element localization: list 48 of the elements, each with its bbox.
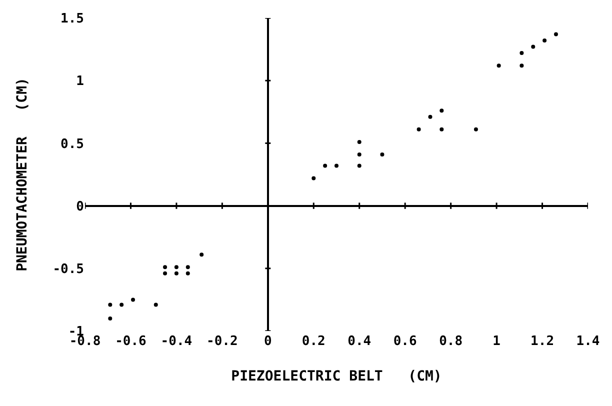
point	[174, 271, 178, 276]
x-tick-label: 0.2	[302, 334, 326, 349]
point	[380, 152, 384, 156]
point	[416, 127, 421, 132]
point	[154, 302, 158, 307]
point	[496, 64, 501, 68]
point	[520, 51, 524, 56]
point	[334, 164, 338, 168]
point	[554, 32, 558, 36]
point	[174, 265, 178, 270]
y-tick-label: 0.5	[60, 136, 84, 152]
x-tick-label: -0.2	[206, 334, 238, 349]
x-tick-label: -0.6	[115, 334, 147, 349]
y-tick-label: 1	[76, 74, 84, 90]
point	[531, 44, 536, 49]
x-tick-label: 1.2	[530, 334, 554, 349]
x-tick-label: 0.8	[439, 334, 463, 349]
point	[323, 164, 328, 168]
point	[357, 152, 362, 156]
point	[186, 271, 190, 276]
point	[200, 252, 204, 257]
x-tick-label: 0.4	[348, 334, 372, 349]
x-axis-title: PIEZOELECTRIC BELT (CM)	[231, 368, 442, 384]
point	[312, 176, 316, 180]
x-tick-label: 1.4	[576, 334, 600, 349]
point	[120, 302, 124, 307]
x-tick-label: 1	[492, 334, 501, 349]
point	[357, 140, 362, 144]
y-tick-label: 1.5	[60, 12, 84, 27]
point	[542, 38, 547, 43]
y-axis-title: PNEUMOTACHOMETER (CM)	[14, 78, 30, 272]
point	[520, 64, 524, 68]
y-tick-label: 0	[76, 199, 84, 214]
y-tick-label: -0.5	[52, 262, 84, 277]
point	[108, 316, 112, 320]
point	[440, 127, 444, 132]
point	[357, 164, 362, 168]
point	[186, 265, 190, 270]
point	[474, 127, 478, 132]
point	[428, 114, 432, 119]
x-tick-label: 0.6	[393, 334, 417, 349]
point	[163, 271, 168, 276]
x-tick-label: 0	[264, 334, 272, 349]
point	[440, 108, 444, 113]
point	[163, 265, 168, 270]
x-tick-label: -0.4	[160, 334, 192, 349]
point	[131, 298, 136, 302]
point	[108, 302, 112, 307]
